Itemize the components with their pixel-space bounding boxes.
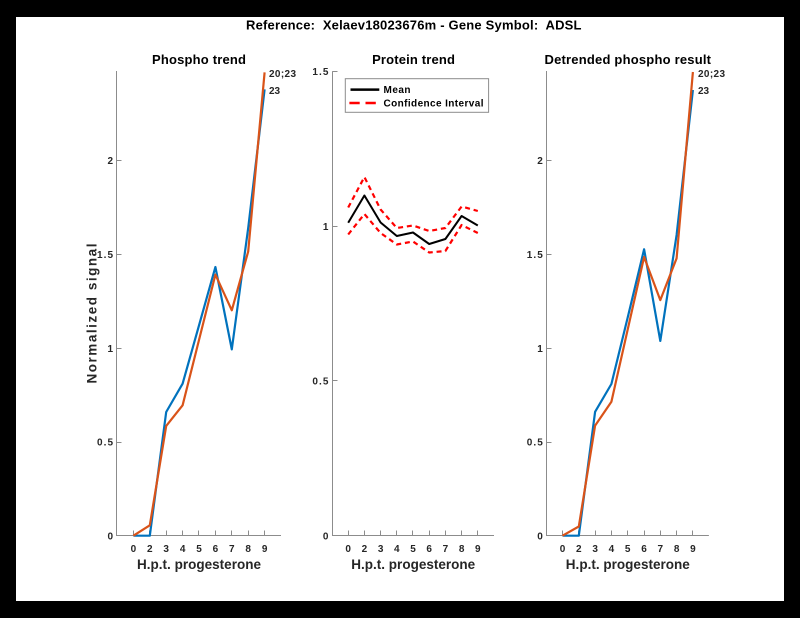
svg-text:7: 7 bbox=[229, 544, 235, 555]
svg-text:6: 6 bbox=[641, 544, 647, 555]
svg-text:9: 9 bbox=[262, 544, 268, 555]
svg-text:5: 5 bbox=[625, 544, 631, 555]
svg-text:Confidence Interval: Confidence Interval bbox=[384, 99, 484, 110]
svg-text:Mean: Mean bbox=[384, 85, 411, 96]
svg-text:1: 1 bbox=[107, 344, 113, 355]
svg-text:6: 6 bbox=[426, 544, 432, 555]
svg-text:1.5: 1.5 bbox=[527, 250, 543, 261]
svg-text:H.p.t. progesterone: H.p.t. progesterone bbox=[137, 557, 261, 572]
svg-text:8: 8 bbox=[674, 544, 680, 555]
svg-text:H.p.t. progesterone: H.p.t. progesterone bbox=[566, 557, 690, 572]
svg-text:0: 0 bbox=[323, 531, 329, 542]
svg-text:0: 0 bbox=[560, 544, 566, 555]
svg-text:3: 3 bbox=[378, 544, 384, 555]
svg-text:Normalized signal: Normalized signal bbox=[85, 244, 100, 384]
svg-text:7: 7 bbox=[443, 544, 449, 555]
svg-text:1: 1 bbox=[323, 222, 329, 233]
svg-text:1: 1 bbox=[537, 344, 543, 355]
svg-text:Reference: Xelaev18023676m -: Reference: Xelaev18023676m - Gene Symbol… bbox=[246, 18, 582, 33]
svg-text:2: 2 bbox=[576, 544, 582, 555]
svg-text:4: 4 bbox=[394, 544, 400, 555]
svg-text:7: 7 bbox=[658, 544, 664, 555]
svg-text:Phospho trend: Phospho trend bbox=[152, 52, 246, 67]
svg-text:2: 2 bbox=[107, 156, 113, 167]
svg-text:3: 3 bbox=[592, 544, 598, 555]
svg-text:Detrended phospho result: Detrended phospho result bbox=[545, 52, 712, 67]
svg-text:0.5: 0.5 bbox=[312, 377, 328, 388]
svg-text:Protein trend: Protein trend bbox=[372, 52, 455, 67]
svg-text:4: 4 bbox=[180, 544, 186, 555]
svg-text:0.5: 0.5 bbox=[527, 438, 543, 449]
svg-text:23: 23 bbox=[698, 86, 710, 97]
svg-text:1.5: 1.5 bbox=[97, 250, 113, 261]
svg-text:23: 23 bbox=[269, 86, 281, 97]
svg-text:0.5: 0.5 bbox=[97, 438, 113, 449]
svg-text:3: 3 bbox=[163, 544, 169, 555]
svg-text:2: 2 bbox=[147, 544, 153, 555]
svg-text:2: 2 bbox=[362, 544, 368, 555]
svg-text:9: 9 bbox=[690, 544, 696, 555]
svg-text:1.5: 1.5 bbox=[312, 67, 328, 78]
svg-text:20;23: 20;23 bbox=[269, 69, 296, 80]
svg-text:0: 0 bbox=[107, 532, 113, 543]
svg-text:0: 0 bbox=[345, 544, 351, 555]
svg-text:2: 2 bbox=[537, 156, 543, 167]
svg-text:0: 0 bbox=[131, 544, 137, 555]
svg-text:0: 0 bbox=[537, 532, 543, 543]
svg-text:5: 5 bbox=[410, 544, 416, 555]
svg-text:9: 9 bbox=[475, 544, 481, 555]
svg-text:H.p.t. progesterone: H.p.t. progesterone bbox=[351, 557, 475, 572]
svg-text:8: 8 bbox=[245, 544, 251, 555]
svg-text:8: 8 bbox=[459, 544, 465, 555]
svg-text:6: 6 bbox=[213, 544, 219, 555]
svg-text:20;23: 20;23 bbox=[698, 69, 725, 80]
svg-text:4: 4 bbox=[609, 544, 615, 555]
svg-text:5: 5 bbox=[196, 544, 202, 555]
